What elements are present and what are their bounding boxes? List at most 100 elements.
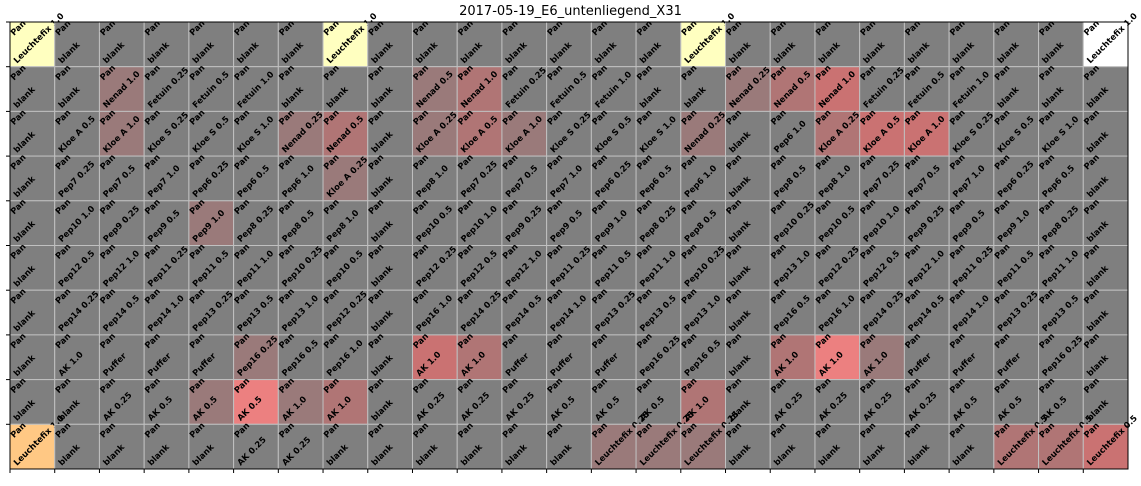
heatmap-cell xyxy=(367,21,413,68)
heatmap-cell xyxy=(814,155,861,202)
heatmap-cell xyxy=(501,66,548,112)
heatmap-cell xyxy=(9,289,56,336)
heatmap-cell xyxy=(456,21,503,68)
chart-title: 2017-05-19_E6_untenliegend_X31 xyxy=(459,4,682,19)
heatmap-cell xyxy=(1038,66,1084,112)
heatmap-cell xyxy=(277,66,324,112)
heatmap-cell xyxy=(859,200,905,247)
heatmap-cell xyxy=(814,200,861,247)
heatmap-cell xyxy=(725,110,771,157)
heatmap-cell xyxy=(411,66,458,112)
heatmap-cell xyxy=(635,379,682,425)
heatmap-cell xyxy=(233,379,279,425)
heatmap-cell xyxy=(98,245,145,291)
heatmap-cell xyxy=(9,155,56,202)
heatmap-cell xyxy=(188,423,235,470)
heatmap-cell xyxy=(859,245,905,291)
heatmap-cell xyxy=(769,200,816,247)
heatmap-cell xyxy=(54,245,100,291)
heatmap-cell xyxy=(456,289,503,336)
heatmap-cell xyxy=(993,21,1040,68)
heatmap-cell xyxy=(903,423,950,470)
heatmap-cell xyxy=(993,66,1040,112)
heatmap-cell xyxy=(903,110,950,157)
heatmap-cell xyxy=(98,334,145,381)
heatmap-cell xyxy=(590,66,637,112)
heatmap-cell xyxy=(1038,245,1084,291)
heatmap-cell xyxy=(367,66,413,112)
heatmap-cell xyxy=(411,334,458,381)
heatmap-cell xyxy=(411,155,458,202)
heatmap-cell xyxy=(903,245,950,291)
heatmap-cell xyxy=(367,423,413,470)
heatmap-cell xyxy=(411,110,458,157)
heatmap-cell xyxy=(188,66,235,112)
heatmap-cell xyxy=(143,423,190,470)
heatmap-cell xyxy=(635,334,682,381)
heatmap-cell xyxy=(993,245,1040,291)
heatmap-cell xyxy=(903,289,950,336)
heatmap-cell xyxy=(322,379,369,425)
heatmap-cell xyxy=(143,379,190,425)
heatmap-cell xyxy=(546,200,592,247)
heatmap-cell xyxy=(725,379,771,425)
heatmap-cell xyxy=(98,423,145,470)
heatmap-cell xyxy=(1082,66,1129,112)
heatmap-cell xyxy=(680,334,727,381)
heatmap-cell xyxy=(501,110,548,157)
heatmap-cell xyxy=(233,155,279,202)
heatmap-cell xyxy=(680,379,727,425)
heatmap-cell xyxy=(411,21,458,68)
heatmap-cell xyxy=(1082,334,1129,381)
heatmap-cell xyxy=(769,245,816,291)
heatmap-cell xyxy=(188,110,235,157)
heatmap-cell xyxy=(367,379,413,425)
heatmap-cell xyxy=(277,200,324,247)
heatmap-cell xyxy=(188,289,235,336)
heatmap-cell xyxy=(635,155,682,202)
heatmap-cell xyxy=(948,245,995,291)
heatmap-cell xyxy=(9,66,56,112)
heatmap-cell xyxy=(277,379,324,425)
heatmap-cell xyxy=(1038,155,1084,202)
heatmap-cell xyxy=(277,423,324,470)
heatmap-cell xyxy=(367,200,413,247)
heatmap-cell xyxy=(814,21,861,68)
heatmap-cell xyxy=(993,289,1040,336)
heatmap-cell xyxy=(814,245,861,291)
heatmap-cell xyxy=(1082,200,1129,247)
heatmap-cell xyxy=(680,110,727,157)
heatmap-cell xyxy=(680,200,727,247)
heatmap-cell xyxy=(98,200,145,247)
heatmap-cell xyxy=(411,423,458,470)
heatmap-cell xyxy=(54,200,100,247)
heatmap-cell xyxy=(98,289,145,336)
heatmap-cell xyxy=(143,200,190,247)
heatmap-cell xyxy=(54,66,100,112)
heatmap-cell xyxy=(322,110,369,157)
heatmap-cell xyxy=(456,66,503,112)
heatmap-cell xyxy=(590,245,637,291)
heatmap-cell xyxy=(590,334,637,381)
heatmap-cell xyxy=(98,155,145,202)
heatmap-cell xyxy=(1082,155,1129,202)
heatmap-cell xyxy=(322,66,369,112)
heatmap-cell xyxy=(143,245,190,291)
heatmap-cell xyxy=(188,21,235,68)
heatmap-cell xyxy=(769,334,816,381)
heatmap-cell xyxy=(948,200,995,247)
heatmap-cell xyxy=(1082,245,1129,291)
heatmap-cell xyxy=(54,334,100,381)
heatmap-cell xyxy=(859,110,905,157)
heatmap-cell xyxy=(948,21,995,68)
heatmap-cell xyxy=(859,21,905,68)
heatmap-cell xyxy=(1038,200,1084,247)
heatmap-cell xyxy=(501,289,548,336)
heatmap-cell xyxy=(98,379,145,425)
heatmap-cell xyxy=(277,334,324,381)
heatmap-cell xyxy=(367,334,413,381)
heatmap-cell xyxy=(1082,423,1129,470)
heatmap-cell xyxy=(9,245,56,291)
heatmap-cell xyxy=(1038,289,1084,336)
heatmap-cell xyxy=(769,423,816,470)
